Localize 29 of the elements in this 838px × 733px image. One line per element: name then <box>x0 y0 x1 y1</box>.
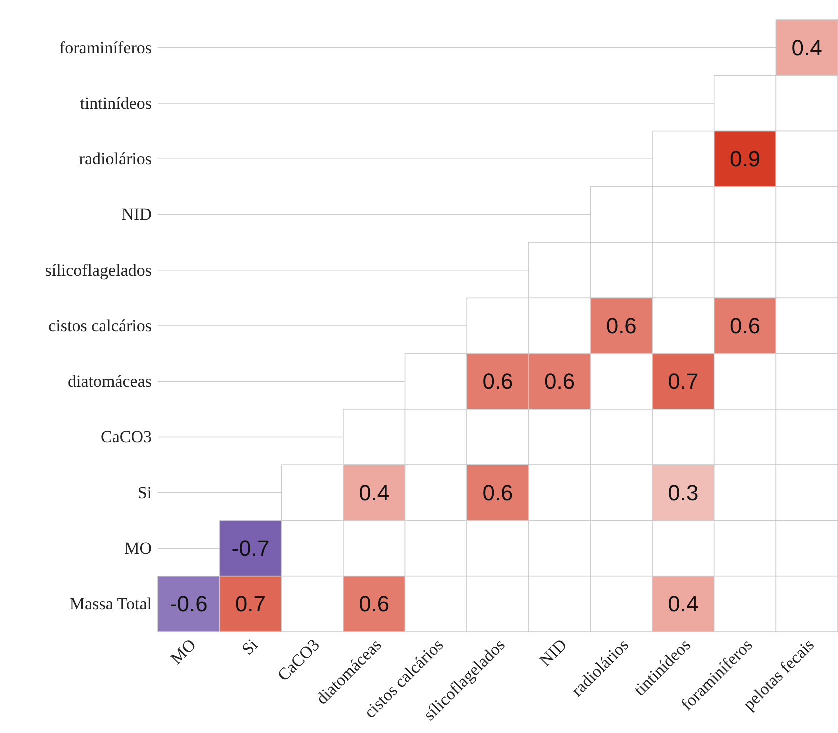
data-label: 0.6 <box>359 592 390 617</box>
data-label: 0.6 <box>606 314 637 338</box>
data-label: 0.4 <box>359 480 390 506</box>
data-label: 0.7 <box>235 592 266 617</box>
y-tick-label: Massa Total <box>70 594 152 614</box>
data-label: 0.6 <box>544 369 576 394</box>
data-label: 0.9 <box>730 146 761 172</box>
y-tick-label: tintinídeos <box>80 94 152 113</box>
data-label: 0.4 <box>792 35 822 60</box>
x-tick-label: MO <box>167 636 200 668</box>
y-tick-label: MO <box>124 538 152 558</box>
data-label: 0.7 <box>668 369 699 394</box>
y-tick-label: NID <box>122 205 152 224</box>
x-tick-label: NID <box>536 636 571 670</box>
y-tick-label: radiolários <box>79 150 152 169</box>
y-tick-label: cistos calcários <box>48 316 152 336</box>
y-tick-label: Si <box>138 483 152 502</box>
data-label: 0.6 <box>482 480 514 506</box>
data-label: 0.3 <box>668 480 699 506</box>
y-tick-label: foraminíferos <box>59 38 152 58</box>
data-label: 0.4 <box>668 592 699 617</box>
data-label: 0.6 <box>482 369 514 394</box>
data-label: -0.7 <box>232 536 270 562</box>
y-tick-label: CaCO3 <box>101 428 152 447</box>
data-label: -0.6 <box>170 592 208 617</box>
y-tick-label: sílicoflagelados <box>45 260 152 280</box>
x-tick-label: Si <box>238 635 262 659</box>
y-tick-label: diatomáceas <box>68 372 152 392</box>
data-label: 0.6 <box>730 314 761 338</box>
